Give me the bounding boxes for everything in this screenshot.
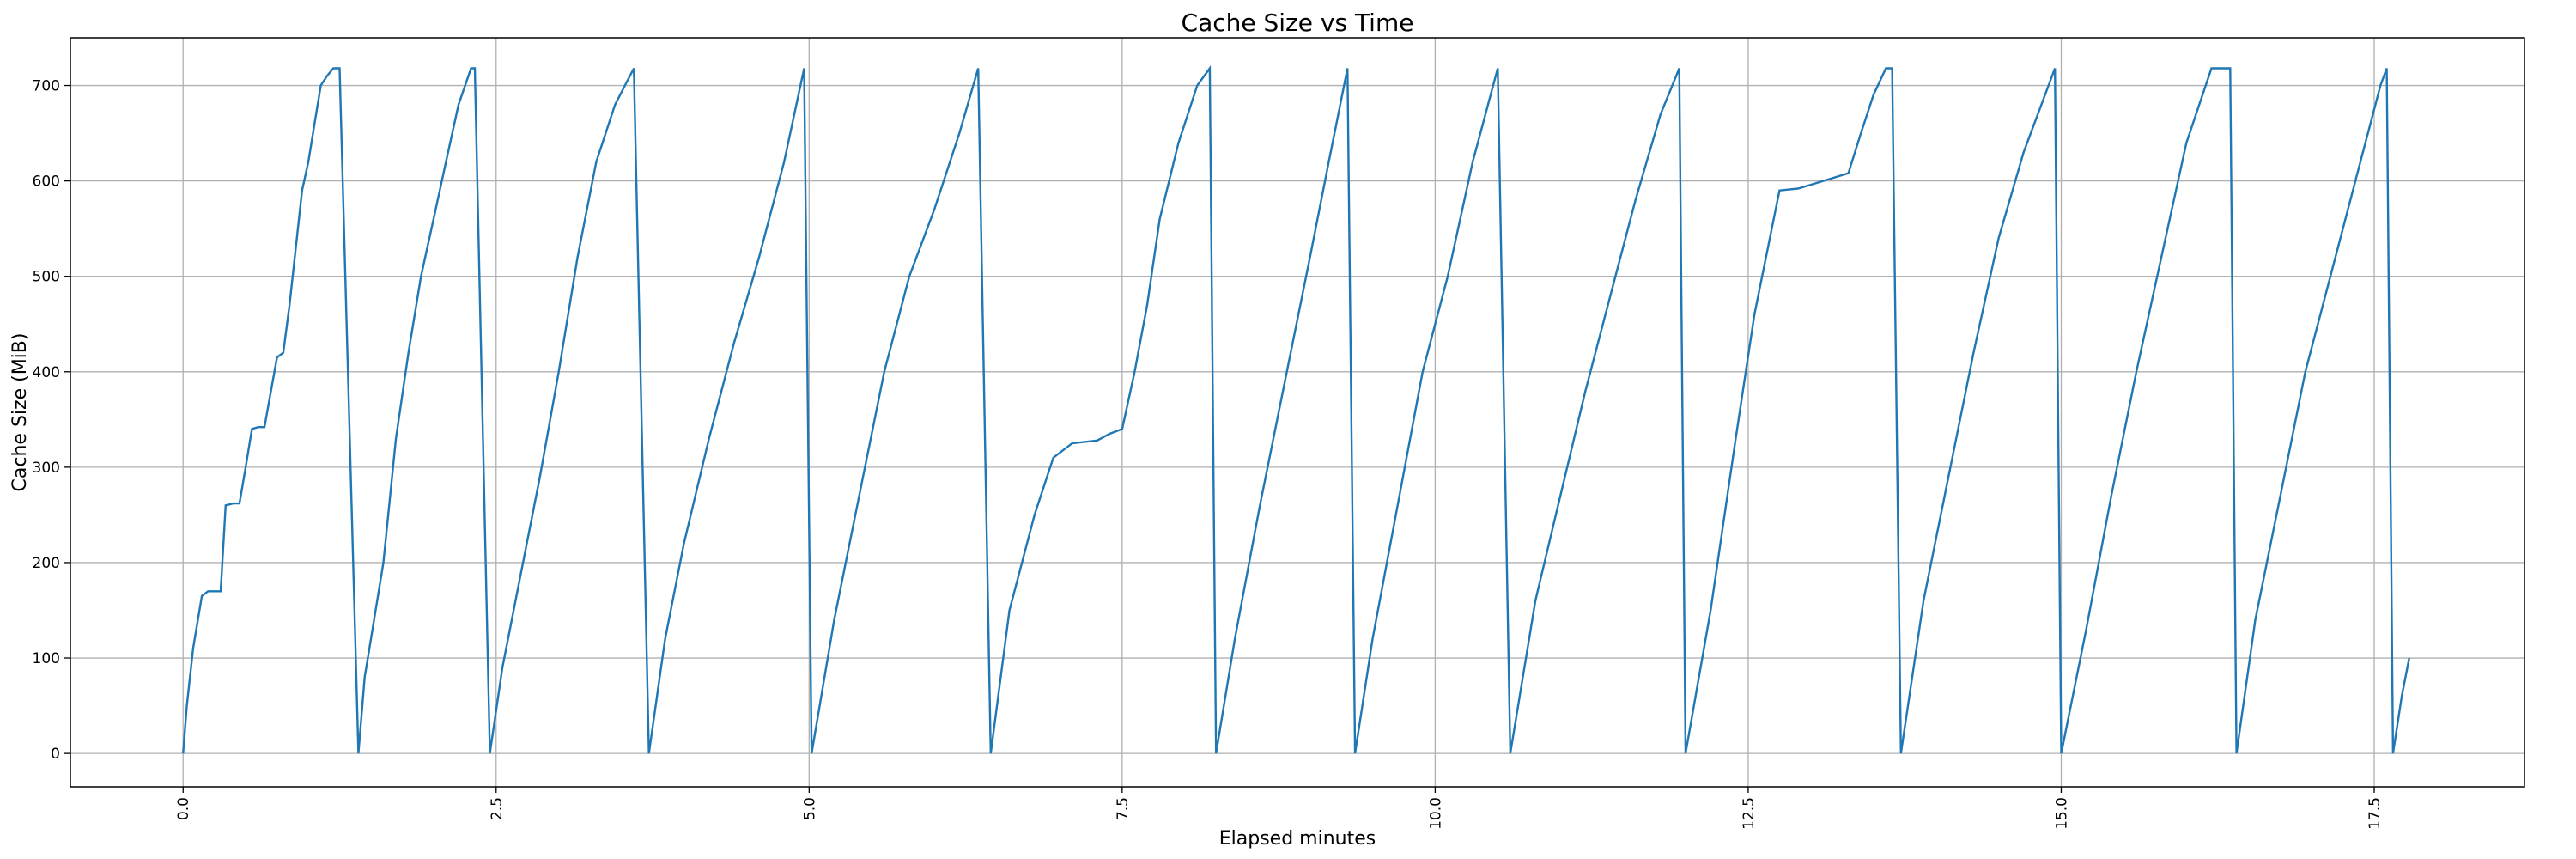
cache-size-line [182, 64, 2410, 754]
y-tick-label: 100 [33, 650, 60, 667]
y-axis-ticks: 0 100 200 300 400 500 600 700 [33, 78, 70, 763]
x-axis-label: Elapsed minutes [1219, 828, 1376, 850]
y-tick-label: 0 [51, 746, 60, 763]
x-tick-label: 5.0 [801, 797, 818, 820]
x-tick-label: 15.0 [2053, 797, 2070, 830]
chart-title: Cache Size vs Time [1182, 9, 1414, 37]
y-tick-label: 700 [33, 78, 60, 95]
y-tick-label: 200 [33, 555, 60, 572]
y-tick-label: 600 [33, 174, 60, 191]
plot-frame [70, 37, 2525, 788]
grid-lines [70, 38, 2524, 787]
y-tick-label: 500 [33, 269, 60, 286]
y-axis-label: Cache Size (MiB) [9, 333, 31, 492]
y-tick-label: 400 [33, 364, 60, 381]
x-tick-label: 12.5 [1741, 797, 1758, 830]
x-tick-label: 2.5 [489, 797, 506, 820]
x-tick-label: 0.0 [175, 797, 192, 820]
x-tick-label: 10.0 [1427, 797, 1444, 830]
x-axis-ticks: 0.0 2.5 5.0 7.5 10.0 12.5 15.0 17.5 [175, 787, 2384, 830]
x-tick-label: 17.5 [2366, 797, 2384, 830]
y-tick-label: 300 [33, 460, 60, 477]
x-tick-label: 7.5 [1115, 797, 1132, 820]
